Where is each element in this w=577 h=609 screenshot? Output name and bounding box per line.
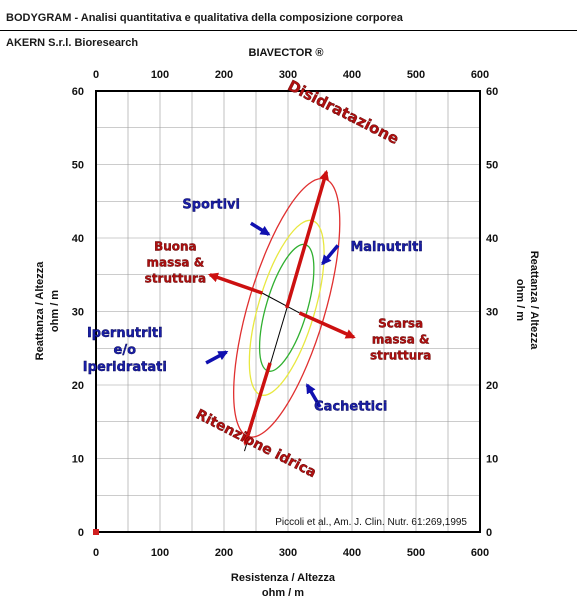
y-tick-label-left: 20 — [72, 380, 84, 392]
arrows — [205, 169, 356, 446]
annotation-scarsa-massa-struttura: Scarsa massa & struttura — [370, 317, 431, 363]
blue-arrow — [249, 221, 271, 236]
x-tick-label-top: 300 — [279, 69, 297, 81]
x-tick-label-bottom: 500 — [407, 547, 425, 559]
x-tick-label-top: 500 — [407, 69, 425, 81]
company-name: AKERN S.r.l. Bioresearch — [6, 37, 139, 49]
x-tick-label-bottom: 300 — [279, 547, 297, 559]
x-tick-label-top: 600 — [471, 69, 489, 81]
blue-arrow — [305, 383, 322, 408]
chart-title: BIAVECTOR ® — [249, 47, 324, 59]
x-tick-label-top: 100 — [151, 69, 169, 81]
y-tick-label-right: 10 — [486, 454, 498, 466]
y-tick-label-right: 40 — [486, 233, 498, 245]
x-tick-label-bottom: 400 — [343, 547, 361, 559]
annotation-disidratazione: Disidratazione — [285, 77, 402, 149]
page-title: BODYGRAM - Analisi quantitativa e qualit… — [6, 12, 403, 24]
annotation-line: Ipernutriti — [87, 326, 163, 341]
annotation-line: massa & — [372, 333, 430, 347]
points — [93, 529, 99, 535]
data-point — [93, 529, 99, 535]
annotation-line: Buona — [154, 239, 197, 253]
annotation-line: Iperidratati — [83, 360, 167, 375]
x-tick-label-bottom: 0 — [93, 547, 99, 559]
citation: Piccoli et al., Am. J. Clin. Nutr. 61:26… — [275, 517, 467, 528]
x-tick-label-top: 0 — [93, 69, 99, 81]
annotation-sportivi: Sportivi — [182, 198, 240, 213]
annotation-line: struttura — [370, 349, 431, 363]
annotation-line: Sportivi — [182, 198, 240, 213]
y-tick-label-right: 20 — [486, 380, 498, 392]
y-axis-title-left: Reattanza / Altezza — [34, 261, 46, 361]
plot-frame — [95, 90, 481, 533]
y-tick-label-left: 60 — [72, 86, 84, 98]
y-axis-unit-left: ohm / m — [49, 290, 61, 332]
annotation-ipernutriti-e-o-iperidratati: Ipernutriti e/o Iperidratati — [83, 326, 167, 375]
red-arrow — [298, 311, 356, 339]
x-axis-unit: ohm / m — [262, 587, 304, 599]
annotation-line: Disidratazione — [285, 77, 402, 149]
y-tick-label-left: 40 — [72, 233, 84, 245]
blue-arrow — [321, 244, 340, 266]
grid — [96, 91, 480, 532]
y-tick-label-left: 30 — [72, 307, 84, 319]
y-tick-label-left: 0 — [78, 527, 84, 539]
annotation-cachettici: Cachettici — [314, 400, 387, 415]
y-tick-label-left: 50 — [72, 160, 84, 172]
header-divider — [0, 30, 577, 31]
annotation-line: struttura — [145, 271, 206, 285]
blue-arrow — [205, 350, 229, 365]
annotation-line: e/o — [114, 343, 137, 358]
x-tick-label-bottom: 600 — [471, 547, 489, 559]
x-tick-label-top: 200 — [215, 69, 233, 81]
minor-axis-line — [262, 292, 300, 314]
annotation-line: massa & — [147, 255, 205, 269]
annotation-line: Scarsa — [378, 317, 423, 331]
red-arrow — [242, 362, 272, 446]
red-arrow — [208, 272, 263, 295]
y-tick-label-right: 50 — [486, 160, 498, 172]
y-tick-label-left: 10 — [72, 454, 84, 466]
x-axis-title: Resistenza / Altezza — [231, 572, 336, 584]
x-tick-label-top: 400 — [343, 69, 361, 81]
annotation-buona-massa-struttura: Buona massa & struttura — [145, 239, 206, 285]
x-tick-label-bottom: 200 — [215, 547, 233, 559]
annotation-line: Cachettici — [314, 400, 387, 415]
red-arrow — [285, 169, 329, 309]
y-tick-label-right: 60 — [486, 86, 498, 98]
y-axis-title-right: Reattanza / Altezza — [528, 251, 540, 351]
annotation-line: Malnutriti — [350, 240, 422, 255]
y-tick-label-right: 30 — [486, 307, 498, 319]
y-axis-unit-right: ohm / m — [514, 279, 526, 321]
annotation-malnutriti: Malnutriti — [350, 240, 422, 255]
y-tick-label-right: 0 — [486, 527, 492, 539]
x-tick-label-bottom: 100 — [151, 547, 169, 559]
